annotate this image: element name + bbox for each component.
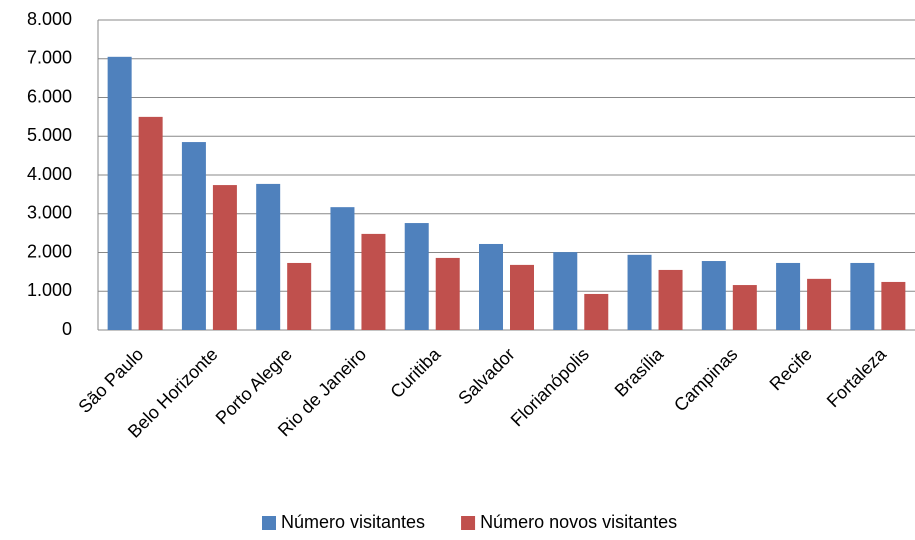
bar: [330, 207, 355, 330]
y-tick-label: 0: [62, 319, 72, 339]
x-tick-label: Salvador: [454, 344, 518, 408]
legend-swatch: [262, 516, 276, 530]
bar: [361, 233, 386, 330]
x-tick-label: Campinas: [670, 344, 741, 415]
x-tick-label: Recife: [766, 344, 816, 394]
bar: [138, 116, 163, 330]
bar: [212, 185, 237, 330]
legend-label: Número novos visitantes: [480, 512, 677, 532]
bar: [287, 262, 312, 330]
y-tick-label: 2.000: [27, 241, 72, 261]
y-tick-label: 1.000: [27, 280, 72, 300]
bar: [881, 281, 906, 330]
y-tick-label: 6.000: [27, 86, 72, 106]
x-tick-label: Brasília: [611, 343, 668, 400]
x-tick-label: Florianópolis: [507, 344, 593, 430]
bar: [732, 285, 757, 330]
y-tick-label: 8.000: [27, 9, 72, 29]
bar: [435, 257, 460, 330]
x-tick-label: Fortaleza: [823, 343, 891, 411]
bar: [256, 183, 281, 330]
x-tick-label: São Paulo: [74, 344, 147, 417]
bar: [627, 254, 652, 330]
bar: [776, 262, 801, 330]
y-tick-label: 7.000: [27, 48, 72, 68]
legend-swatch: [461, 516, 476, 530]
x-tick-label: Curitiba: [386, 343, 445, 402]
legend-label: Número visitantes: [281, 512, 425, 532]
bar: [807, 278, 832, 330]
bar: [479, 243, 503, 330]
bar: [584, 293, 609, 330]
bar: [850, 262, 875, 330]
bar: [510, 264, 534, 330]
bar: [553, 252, 578, 330]
bar: [658, 269, 683, 330]
y-tick-label: 4.000: [27, 164, 72, 184]
y-tick-label: 3.000: [27, 203, 72, 223]
bar: [107, 56, 132, 330]
bar: [404, 223, 429, 330]
bar: [181, 142, 206, 330]
bar: [701, 261, 726, 330]
y-tick-label: 5.000: [27, 125, 72, 145]
